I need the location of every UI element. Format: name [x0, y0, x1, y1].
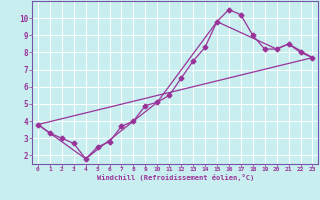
X-axis label: Windchill (Refroidissement éolien,°C): Windchill (Refroidissement éolien,°C) — [97, 174, 254, 181]
